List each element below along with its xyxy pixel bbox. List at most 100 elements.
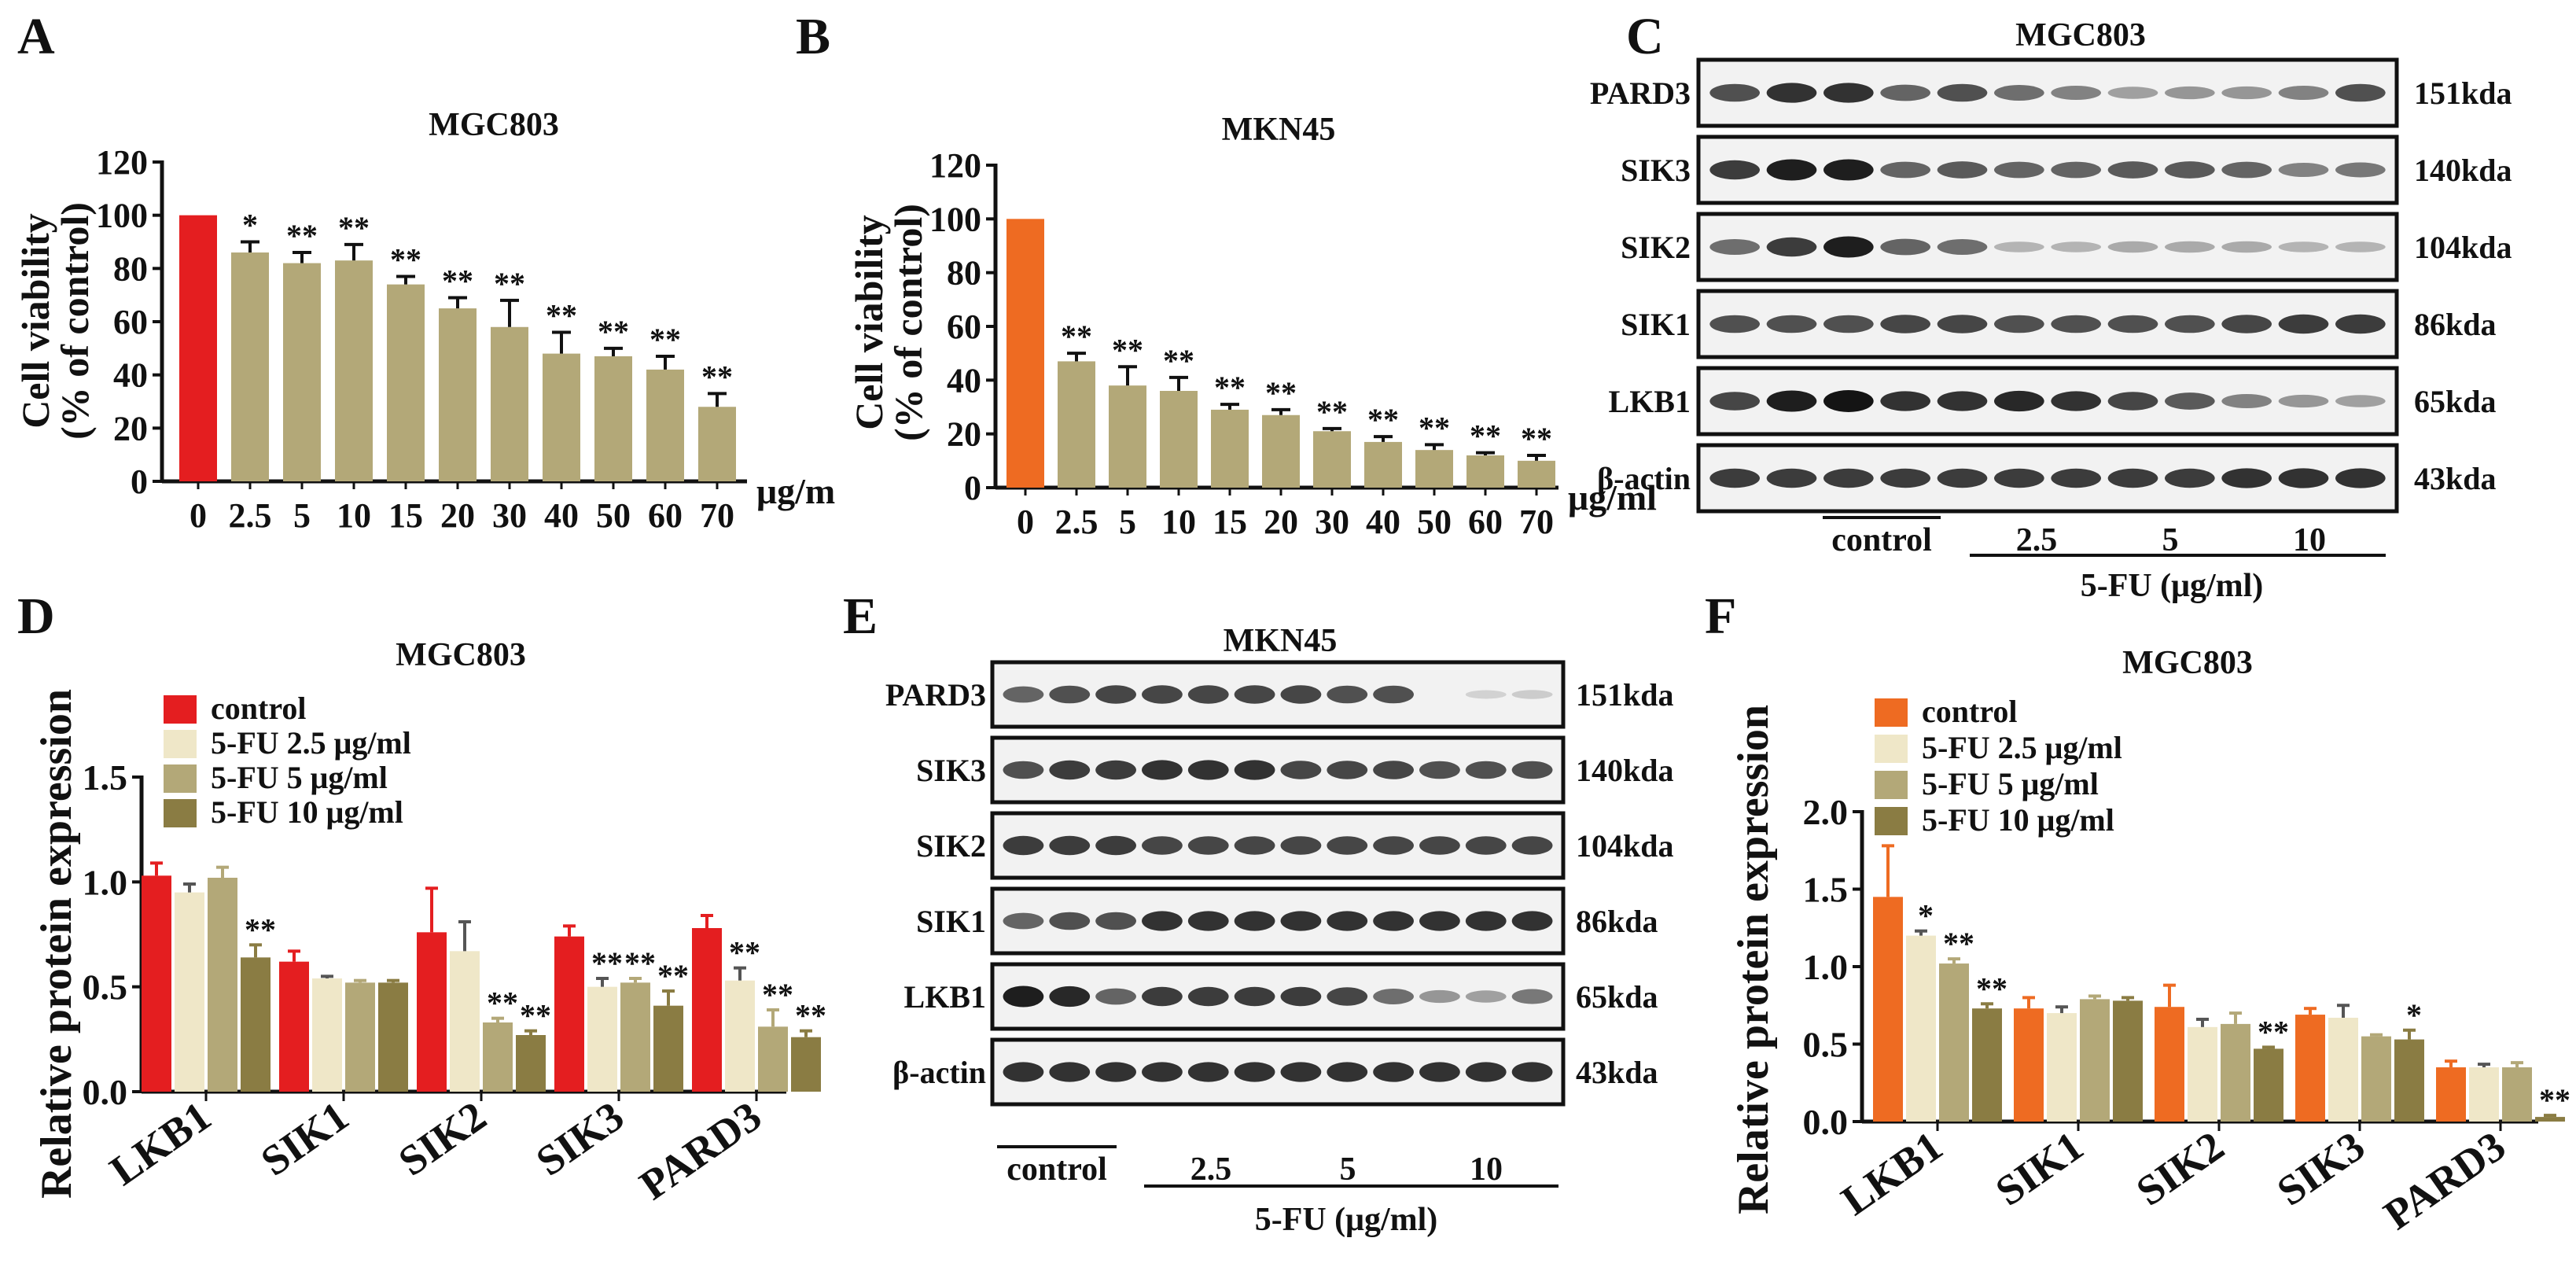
panele-band — [1003, 761, 1044, 779]
panel-c-title: MGC803 — [2015, 17, 2146, 53]
paneld-bar — [175, 892, 204, 1092]
panela-x-tick-label: 40 — [544, 496, 579, 535]
panelc-band — [2221, 241, 2272, 253]
panele-band — [1511, 761, 1553, 779]
panelc-band — [1937, 468, 1988, 488]
panela-x-tick-label: 10 — [337, 496, 371, 535]
panelc-row-kda: 65kda — [2414, 384, 2497, 419]
paneld-x-tick-label: PARD3 — [631, 1092, 770, 1209]
panelc-band — [1880, 391, 1930, 411]
paneld-bar — [620, 982, 650, 1092]
panele-band — [1511, 836, 1553, 855]
panelc-band — [2335, 468, 2386, 488]
panelf-x-tick-label: LKB1 — [1833, 1122, 1951, 1225]
panele-band — [1003, 912, 1044, 930]
panelf-legend-swatch — [1875, 735, 1908, 763]
panele-row-label: SIK1 — [916, 904, 986, 939]
panelc-band — [1994, 161, 2044, 179]
panele-band — [1280, 1062, 1322, 1082]
panele-band — [1003, 686, 1044, 703]
panelf-y-tick-label: 1.0 — [1803, 947, 1849, 987]
panelf-bar — [2328, 1018, 2358, 1122]
panel-b-bar-chart: MKN45 Cell viability (% of control) μg/m… — [847, 112, 1657, 541]
panelf-bar — [2155, 1007, 2184, 1122]
panele-row-label: LKB1 — [904, 979, 986, 1015]
panele-band — [1187, 911, 1229, 931]
panelc-band — [2278, 394, 2329, 408]
panela-x-tick-label: 2.5 — [229, 496, 272, 535]
panela-x-tick-label: 30 — [492, 496, 527, 535]
panelb-y-tick-label: 80 — [947, 254, 981, 293]
panela-significance: ** — [494, 266, 525, 301]
panelc-band — [1709, 392, 1760, 411]
paneld-bar — [692, 928, 722, 1092]
panelc-band — [1880, 161, 1930, 179]
panele-band — [1373, 761, 1414, 779]
panelf-bar — [1906, 935, 1936, 1122]
panelf-significance: ** — [1943, 926, 1974, 961]
paneld-legend-swatch — [164, 695, 197, 724]
panel-e-treatment-label: 5-FU (μg/ml) — [1255, 1202, 1438, 1238]
panelc-band — [2278, 85, 2329, 101]
panela-significance: ** — [338, 210, 370, 245]
panel-c-group-control: control — [1831, 522, 1932, 558]
paneld-bar — [450, 951, 480, 1092]
panela-y-tick-label: 20 — [113, 409, 148, 448]
panel-c-group-2-5: 2.5 — [2016, 522, 2058, 558]
panele-band — [1373, 989, 1414, 1004]
panele-band — [1234, 986, 1275, 1007]
panele-band — [1465, 690, 1507, 699]
panel-b-ylabel-line2: (% of control) — [886, 204, 930, 441]
paneld-bar — [725, 980, 755, 1092]
panelb-significance: ** — [1112, 332, 1143, 367]
panele-band — [1049, 685, 1091, 704]
panele-band — [1003, 1062, 1044, 1082]
panelb-bar — [1058, 361, 1095, 488]
panelc-band — [2165, 241, 2215, 253]
panele-band — [1187, 685, 1229, 704]
panela-significance: ** — [390, 241, 421, 277]
paneld-significance: ** — [762, 977, 793, 1012]
panele-row-kda: 104kda — [1576, 828, 1674, 864]
panele-band — [1327, 911, 1368, 931]
paneld-bar — [378, 982, 408, 1092]
panelc-band — [1709, 83, 1760, 102]
panelc-band — [2221, 315, 2272, 333]
panelb-y-tick-label: 60 — [947, 308, 981, 346]
panelc-band — [1994, 85, 2044, 101]
panel-letter-c: C — [1626, 8, 1664, 65]
panelc-band — [2165, 468, 2215, 488]
panel-b-ylabel-line1: Cell viability — [847, 215, 891, 430]
panelc-band — [1994, 390, 2044, 412]
paneld-bar — [554, 936, 584, 1092]
paneld-bar — [208, 878, 237, 1092]
panelc-band — [2278, 314, 2329, 334]
panele-band — [1419, 761, 1460, 779]
panelb-x-tick-label: 20 — [1264, 503, 1298, 541]
panelb-y-tick-label: 0 — [964, 469, 981, 507]
panelc-row-label: β-actin — [1597, 461, 1691, 496]
panelb-bar — [1160, 391, 1198, 488]
panele-band — [1234, 836, 1275, 855]
panel-a-ylabel-line1: Cell viability — [13, 213, 57, 429]
panele-band — [1234, 911, 1275, 931]
paneld-legend-swatch — [164, 799, 197, 827]
panele-band — [1280, 911, 1322, 931]
panele-band — [1465, 990, 1507, 1003]
panele-band — [1511, 989, 1553, 1004]
panela-y-tick-label: 60 — [113, 303, 148, 341]
panel-c-treatment-label: 5-FU (μg/ml) — [2081, 568, 2264, 604]
panele-band — [1095, 685, 1136, 704]
panelc-band — [2221, 393, 2272, 409]
panelf-legend-label: 5-FU 5 μg/ml — [1922, 766, 2099, 801]
panelc-band — [2107, 161, 2158, 179]
panel-e-group-2-5: 2.5 — [1190, 1151, 1232, 1188]
panelf-bar — [2469, 1067, 2499, 1122]
panelf-legend-label: control — [1922, 694, 2017, 729]
panelc-row-kda: 104kda — [2414, 230, 2512, 265]
panele-band — [1003, 835, 1044, 856]
panelf-x-tick-label: SIK3 — [2269, 1122, 2373, 1215]
panela-significance: ** — [546, 298, 577, 333]
panelb-bar — [1313, 431, 1351, 488]
